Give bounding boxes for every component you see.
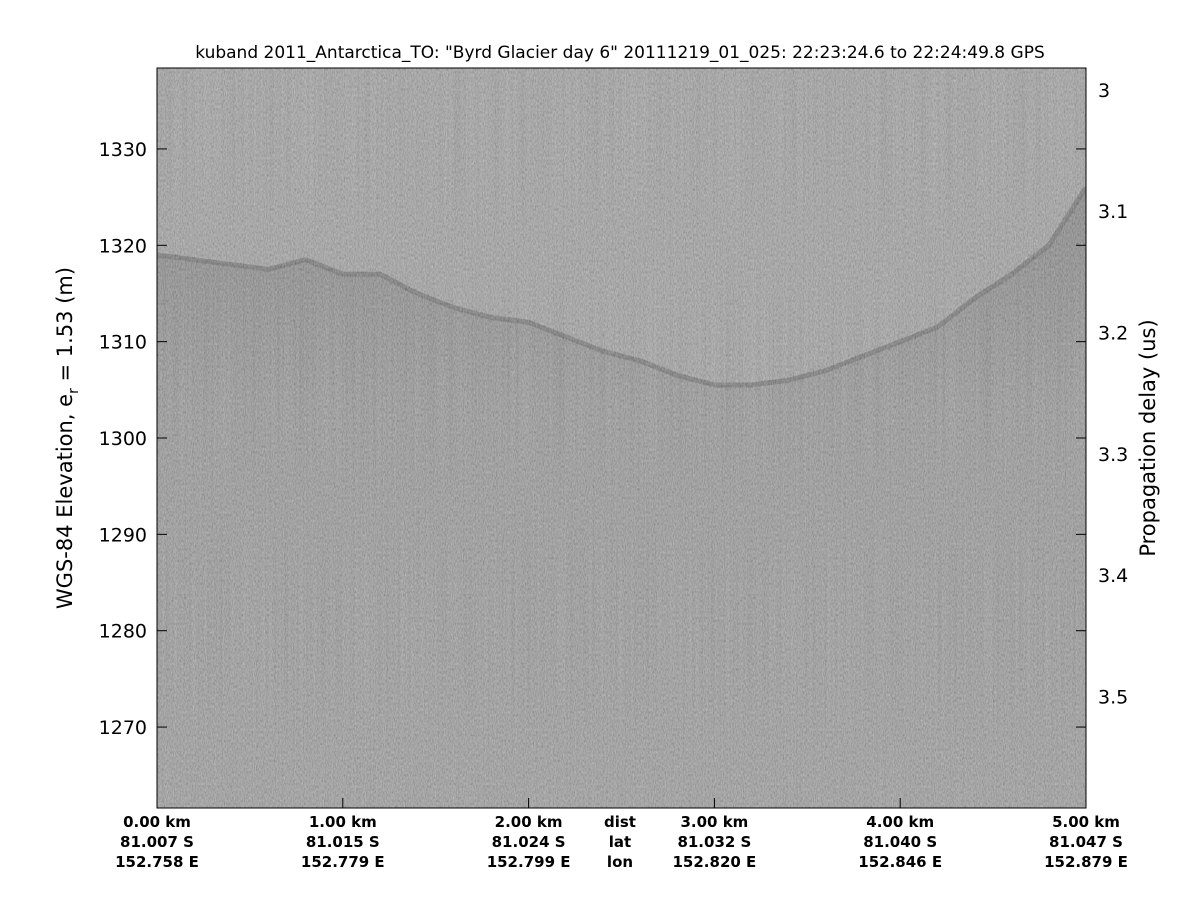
x-tick-label: 3.00 km	[680, 813, 748, 831]
y-tick-label: 1330	[99, 139, 147, 161]
x-tick-label: 2.00 km	[495, 813, 563, 831]
lon-label: 152.846 E	[858, 853, 942, 871]
lon-label: 152.820 E	[673, 853, 757, 871]
y-tick-label: 1310	[99, 332, 147, 354]
x-tick-label: 5.00 km	[1052, 813, 1120, 831]
lat-label: 81.024 S	[492, 833, 566, 851]
y2-tick-label: 3.2	[1098, 322, 1128, 344]
y2-axis-label: Propagation delay (us)	[1136, 319, 1160, 556]
y-label-main: WGS-84 Elevation, e	[53, 394, 77, 609]
x-tick-label: 0.00 km	[123, 813, 191, 831]
y-axis-label: WGS-84 Elevation, er = 1.53 (m)	[53, 267, 82, 609]
echogram-image	[157, 68, 1086, 808]
y-label-sub: r	[66, 388, 82, 394]
y2-tick-label: 3.3	[1098, 444, 1128, 466]
lat-label: 81.032 S	[677, 833, 751, 851]
y2-tick-label: 3.5	[1098, 686, 1128, 708]
lat-label: 81.007 S	[120, 833, 194, 851]
y-label-rest: = 1.53 (m)	[53, 267, 77, 388]
lon-label: 152.879 E	[1044, 853, 1128, 871]
image-noise	[157, 68, 1086, 808]
lon-label: 152.799 E	[487, 853, 571, 871]
y2-tick-label: 3	[1098, 80, 1110, 102]
y-tick-label: 1280	[99, 621, 147, 643]
y-tick-label: 1290	[99, 524, 147, 546]
x-tick-label: 1.00 km	[309, 813, 377, 831]
lon-label: 152.758 E	[115, 853, 199, 871]
y2-tick-label: 3.1	[1098, 201, 1128, 223]
x-tick-label: 4.00 km	[866, 813, 934, 831]
row-label: lon	[607, 853, 633, 871]
row-label: dist	[604, 813, 636, 831]
y-tick-label: 1270	[99, 717, 147, 739]
row-label: lat	[609, 833, 631, 851]
chart-title: kuband 2011_Antarctica_TO: "Byrd Glacier…	[195, 43, 1045, 63]
lat-label: 81.040 S	[863, 833, 937, 851]
y-tick-label: 1300	[99, 428, 147, 450]
lat-label: 81.015 S	[306, 833, 380, 851]
y2-tick-label: 3.4	[1098, 565, 1128, 587]
lon-label: 152.779 E	[301, 853, 385, 871]
y-tick-label: 1320	[99, 235, 147, 257]
lat-label: 81.047 S	[1049, 833, 1123, 851]
